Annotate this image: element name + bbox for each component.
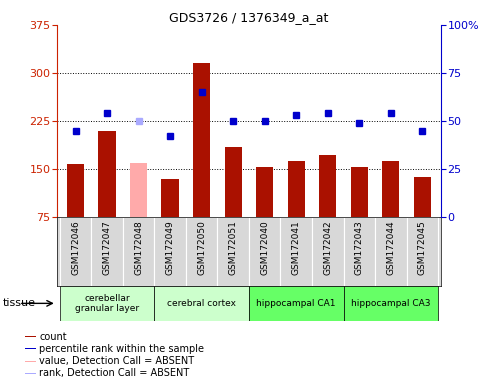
Bar [351, 167, 368, 217]
Bar [249, 286, 344, 321]
Bar [414, 177, 431, 217]
Text: tissue: tissue [2, 298, 35, 308]
Bar [281, 217, 312, 286]
Bar [249, 217, 281, 286]
Bar [25, 348, 36, 349]
Text: count: count [39, 332, 67, 342]
Text: GSM172045: GSM172045 [418, 220, 427, 275]
Bar [60, 286, 154, 321]
Bar [154, 217, 186, 286]
Text: GSM172049: GSM172049 [166, 220, 175, 275]
Text: GSM172042: GSM172042 [323, 220, 332, 275]
Bar [154, 286, 249, 321]
Text: GSM172051: GSM172051 [229, 220, 238, 275]
Text: GSM172046: GSM172046 [71, 220, 80, 275]
Bar [319, 155, 336, 217]
Text: GSM172040: GSM172040 [260, 220, 269, 275]
Bar [99, 131, 116, 217]
Bar [382, 161, 399, 217]
Bar [25, 361, 36, 362]
Bar [186, 217, 217, 286]
Text: rank, Detection Call = ABSENT: rank, Detection Call = ABSENT [39, 368, 190, 378]
Bar [130, 162, 147, 217]
Bar [312, 217, 344, 286]
Bar [25, 336, 36, 337]
Text: cerebral cortex: cerebral cortex [167, 299, 236, 308]
Text: hippocampal CA3: hippocampal CA3 [351, 299, 430, 308]
Bar [67, 164, 84, 217]
Bar [123, 217, 154, 286]
Bar [407, 217, 438, 286]
Text: GSM172050: GSM172050 [197, 220, 206, 275]
Text: cerebellar
granular layer: cerebellar granular layer [75, 294, 139, 313]
Bar [344, 217, 375, 286]
Bar [287, 161, 305, 217]
Bar [256, 167, 274, 217]
Text: GSM172044: GSM172044 [387, 220, 395, 275]
Text: GSM172048: GSM172048 [134, 220, 143, 275]
Title: GDS3726 / 1376349_a_at: GDS3726 / 1376349_a_at [169, 11, 329, 24]
Text: GSM172043: GSM172043 [355, 220, 364, 275]
Bar [162, 179, 179, 217]
Bar [25, 373, 36, 374]
Bar [91, 217, 123, 286]
Bar [193, 63, 211, 217]
Bar [217, 217, 249, 286]
Text: percentile rank within the sample: percentile rank within the sample [39, 344, 205, 354]
Text: value, Detection Call = ABSENT: value, Detection Call = ABSENT [39, 356, 195, 366]
Text: GSM172041: GSM172041 [292, 220, 301, 275]
Text: hippocampal CA1: hippocampal CA1 [256, 299, 336, 308]
Bar [224, 147, 242, 217]
Text: GSM172047: GSM172047 [103, 220, 111, 275]
Bar [60, 217, 91, 286]
Bar [375, 217, 407, 286]
Bar [344, 286, 438, 321]
